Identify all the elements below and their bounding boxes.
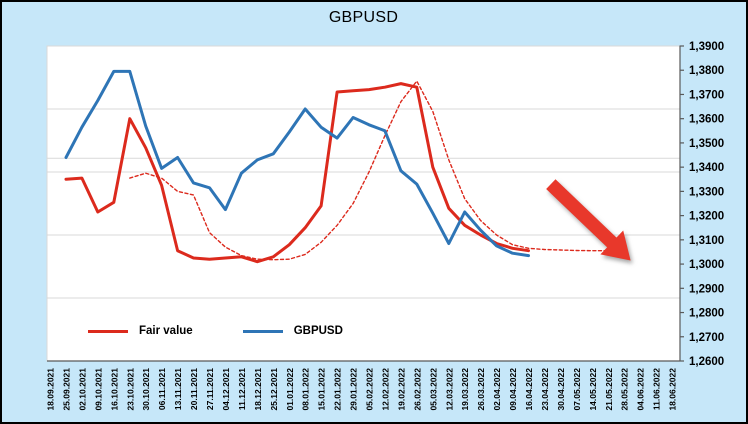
plot-area [46,45,681,362]
trend-arrow [546,179,631,261]
x-tick-label: 23.10.2021 [125,368,135,411]
x-tick-label: 02.10.2021 [77,368,87,411]
x-tick-label: 18.09.2021 [46,368,56,411]
y-tick-label: 1,2900 [689,283,724,295]
axes [47,45,681,362]
x-tick-label: 04.12.2021 [221,368,231,411]
fair-value-line [64,82,530,264]
x-tick-label: 30.04.2022 [556,368,566,411]
trend-arrow-head [600,230,631,261]
y-tick-label: 1,3200 [689,211,724,223]
y-tick-label: 1,3600 [689,114,724,126]
y-tick-label: 1,3500 [689,138,724,150]
x-tick-label: 25.12.2021 [269,368,279,411]
trend-arrow-shaft [546,179,619,250]
y-tick-label: 1,3800 [689,65,724,77]
y-tick-label: 1,2600 [689,356,724,368]
x-tick-label: 23.04.2022 [540,368,550,411]
x-tick-label: 26.02.2022 [412,368,422,411]
x-tick-label: 22.01.2022 [333,368,343,411]
x-tick-label: 04.06.2022 [636,368,646,411]
gbpusd-line [64,69,530,258]
legend-item-gbpusd: GBPUSD [242,325,343,337]
x-tick-label: 18.06.2022 [668,368,678,411]
y-tick-label: 1,3000 [689,259,724,271]
legend-label-fair-value: Fair value [139,325,193,337]
x-tick-label: 14.05.2022 [588,368,598,411]
x-tick-label: 05.03.2022 [428,368,438,411]
y-tick-label: 1,3900 [689,41,724,53]
y-axis-labels: 1,3900 1,3800 1,3700 1,3600 1,3500 1,3400 1,33… [680,41,724,368]
x-tick-label: 09.04.2022 [508,368,518,411]
gridlines [47,108,680,299]
x-tick-label: 06.11.2021 [157,368,167,410]
x-tick-label: 16.10.2021 [109,368,119,411]
x-axis-labels: 18.09.2021 25.09.2021 02.10.2021 09.10.2021… [46,368,678,411]
forecast-dotted-line [129,80,609,261]
x-tick-label: 15.01.2022 [317,368,327,411]
x-tick-label: 08.01.2022 [301,368,311,411]
y-tick-label: 1,3700 [689,89,724,101]
legend-item-fair-value: Fair value [88,325,193,337]
x-tick-label: 01.01.2022 [285,368,295,411]
x-tick-label: 19.02.2022 [396,368,406,411]
x-tick-label: 09.10.2021 [93,368,103,411]
x-tick-label: 16.04.2022 [524,368,534,411]
x-tick-label: 12.02.2022 [380,368,390,411]
gbpusd-line-swatch [242,329,283,333]
x-tick-label: 25.09.2021 [61,368,71,411]
y-tick-label: 1,3400 [689,162,724,174]
x-tick-label: 12.03.2022 [444,368,454,411]
x-tick-label: 30.10.2021 [141,368,151,411]
x-tick-label: 11.12.2021 [237,368,247,410]
x-tick-label: 02.04.2022 [492,368,502,411]
chart-legend: Fair value GBPUSD [88,325,343,337]
y-tick-label: 1,2800 [689,308,724,320]
x-tick-label: 21.05.2022 [604,368,614,411]
x-tick-label: 20.11.2021 [189,368,199,410]
y-tick-label: 1,3100 [689,235,724,247]
legend-label-gbpusd: GBPUSD [293,325,343,337]
x-tick-label: 13.11.2021 [173,368,183,410]
x-tick-label: 26.03.2022 [476,368,486,411]
x-tick-label: 19.03.2022 [460,368,470,411]
y-tick-label: 1,2700 [689,332,724,344]
x-tick-label: 11.06.2022 [652,368,662,410]
x-tick-label: 27.11.2021 [205,368,215,410]
x-tick-label: 18.12.2021 [253,368,263,411]
chart-title: GBPUSD [328,9,399,26]
x-tick-label: 28.05.2022 [620,368,630,411]
y-tick-label: 1,3300 [689,186,724,198]
fair-value-line-swatch [88,329,128,333]
x-tick-label: 07.05.2022 [572,368,582,411]
x-tick-label: 05.02.2022 [365,368,375,411]
x-tick-label: 29.01.2022 [349,368,359,411]
